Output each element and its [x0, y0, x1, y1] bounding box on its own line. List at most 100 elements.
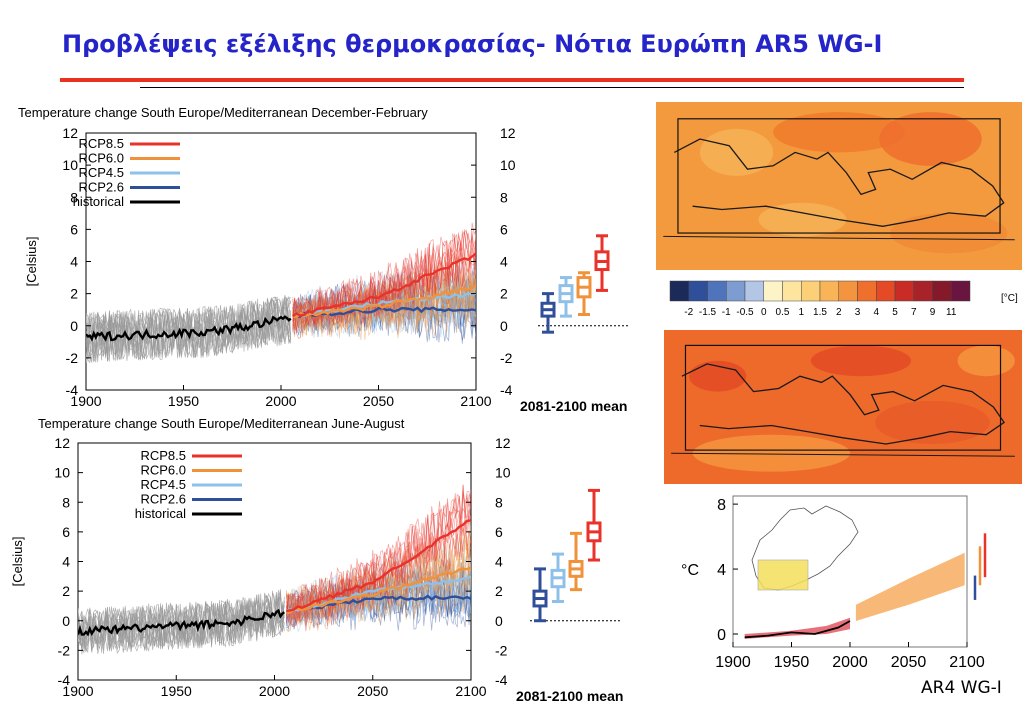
winter-map: [656, 102, 1022, 270]
y-tick-label: 6: [70, 221, 78, 237]
y-tick-label-right: 4: [495, 554, 503, 570]
y-tick-label-right: 8: [495, 494, 503, 510]
series-mean-rcp26: [292, 306, 476, 319]
projection-member: [292, 263, 476, 331]
colorbar-unit: [°C]: [1001, 293, 1018, 304]
y-tick-label: 8: [70, 189, 78, 205]
y-tick-label-right: 2: [500, 286, 508, 302]
y-tick-label-right: 0: [500, 318, 508, 334]
title-rule-thin: [140, 87, 964, 88]
projection-member: [285, 527, 471, 615]
y-tick-label-right: 6: [500, 221, 508, 237]
series-mean-rcp60: [286, 566, 471, 615]
ar4-y-axis-label: °C: [681, 562, 699, 579]
legend-label: RCP8.5: [78, 136, 124, 151]
ar4-x-tick-label: 2050: [891, 654, 927, 671]
legend-label: RCP6.0: [78, 151, 124, 166]
map-anomaly-region: [758, 202, 847, 237]
x-tick-label: 2100: [460, 393, 491, 409]
region-highlight: [757, 559, 809, 591]
y-tick-label: 0: [70, 318, 78, 334]
map-anomaly-region: [879, 112, 982, 166]
summer-map: [664, 330, 1022, 484]
y-tick-label-right: 6: [495, 524, 503, 540]
ar4-x-tick-label: 1950: [774, 654, 810, 671]
x-tick-label: 2000: [259, 683, 290, 699]
coastline: [673, 138, 1005, 227]
region-box: [684, 344, 1002, 451]
y-tick-label: 4: [70, 254, 78, 270]
colorbar-tick-label: 2: [836, 307, 842, 318]
projection-member: [292, 250, 476, 331]
boxes-label: 2081-2100 mean: [520, 398, 627, 414]
chart-title: Temperature change South Europe/Mediterr…: [18, 105, 428, 120]
colorbar-tick-label: 11: [946, 307, 957, 318]
projection-member: [292, 277, 476, 330]
y-tick-label-right: 2: [495, 583, 503, 599]
legend-label: RCP4.5: [140, 477, 186, 492]
x-tick-label: 1950: [161, 683, 192, 699]
projection-member: [285, 491, 471, 621]
y-tick-label: 10: [54, 465, 70, 481]
y-tick-label-right: 10: [495, 465, 511, 481]
colorbar-tick-label: 4: [873, 307, 879, 318]
y-tick-label: 2: [70, 286, 78, 302]
legend-label: historical: [73, 194, 124, 209]
projection-band: [855, 552, 965, 621]
ar4-x-tick-label: 2100: [949, 654, 985, 671]
projection-member: [286, 562, 471, 633]
x-tick-label: 2050: [363, 393, 394, 409]
ar4-inset-map: [751, 505, 859, 591]
y-axis-label: [Celsius]: [10, 537, 25, 587]
boxes-label: 2081-2100 mean: [516, 688, 623, 704]
y-tick-label-right: 12: [500, 125, 516, 141]
north-africa-coast: [671, 452, 1015, 457]
y-tick-label-right: -4: [495, 672, 508, 688]
colorbar-tick-label: -1: [722, 307, 731, 318]
ar4-label: AR4 WG-I: [921, 678, 1002, 698]
coastline: [681, 363, 1006, 445]
projection-member: [285, 572, 471, 633]
projection-member: [285, 521, 471, 632]
series-mean-rcp85: [292, 252, 476, 318]
chart-title: Temperature change South Europe/Mediterr…: [38, 416, 405, 431]
slide-title: Προβλέψεις εξέλιξης θερμοκρασίας- Νότια …: [62, 30, 883, 58]
y-tick-label-right: 10: [500, 157, 516, 173]
y-tick-label: -2: [58, 642, 71, 658]
projection-member: [286, 565, 471, 622]
north-africa-coast: [663, 235, 1015, 241]
colorbar-tick-label: 9: [930, 307, 936, 318]
colorbar-tick-label: 1.5: [813, 307, 827, 318]
projection-member: [285, 489, 471, 624]
colorbar-tick-label: 1: [798, 307, 804, 318]
projection-member: [285, 585, 471, 631]
y-tick-label: 10: [62, 157, 78, 173]
y-tick-label: 2: [62, 583, 70, 599]
projection-member: [285, 493, 471, 623]
ensemble-members: [78, 484, 471, 655]
projection-member: [292, 253, 476, 326]
y-axis-label: [Celsius]: [24, 237, 39, 287]
map-anomaly-region: [810, 345, 912, 377]
legend-label: RCP4.5: [78, 165, 124, 180]
historical-member: [78, 594, 285, 654]
colorbar-tick-label: -2: [684, 307, 693, 318]
y-tick-label: -2: [66, 350, 79, 366]
y-tick-label-right: -4: [500, 382, 513, 398]
projection-member: [292, 274, 476, 337]
ar4-y-tick-label: 4: [717, 562, 726, 579]
projection-member: [286, 576, 471, 629]
ensemble-members: [86, 222, 476, 364]
legend-label: historical: [135, 506, 186, 521]
map-anomaly-region: [692, 434, 851, 472]
colorbar-tick-label: -1.5: [699, 307, 717, 318]
legend-label: RCP8.5: [140, 448, 186, 463]
map-anomaly-region: [689, 360, 747, 392]
y-tick-label: 4: [62, 554, 70, 570]
observed-line: [744, 620, 851, 639]
projection-member: [285, 539, 471, 623]
x-tick-label: 2050: [357, 683, 388, 699]
